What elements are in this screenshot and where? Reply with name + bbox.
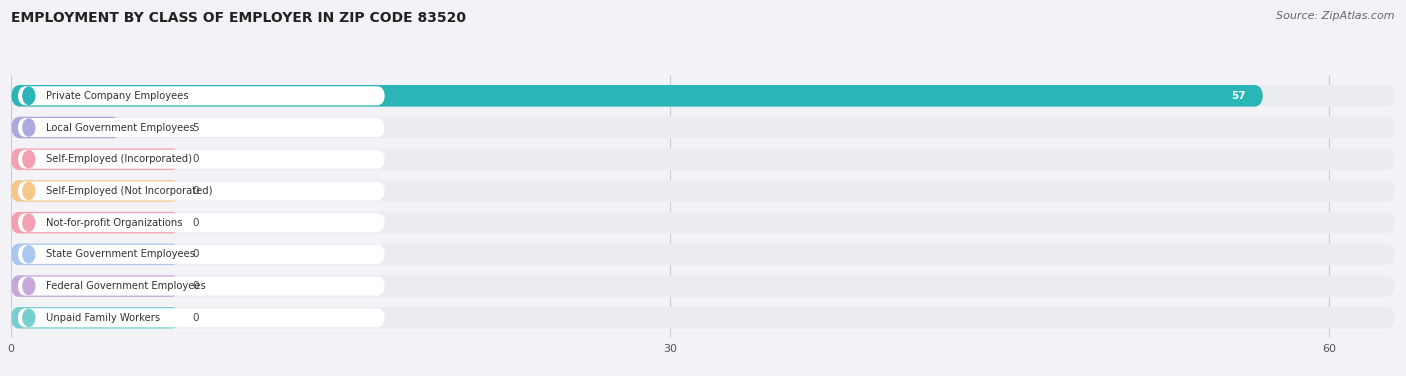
FancyBboxPatch shape [11, 307, 180, 329]
Circle shape [22, 246, 35, 263]
FancyBboxPatch shape [11, 117, 121, 138]
FancyBboxPatch shape [18, 277, 385, 296]
FancyBboxPatch shape [11, 180, 1395, 202]
FancyBboxPatch shape [18, 182, 385, 200]
Text: State Government Employees: State Government Employees [46, 249, 194, 259]
FancyBboxPatch shape [18, 86, 385, 105]
FancyBboxPatch shape [18, 213, 385, 232]
Circle shape [22, 277, 35, 295]
Circle shape [22, 309, 35, 326]
Text: 57: 57 [1230, 91, 1246, 101]
FancyBboxPatch shape [11, 275, 180, 297]
Text: Self-Employed (Incorporated): Self-Employed (Incorporated) [46, 154, 191, 164]
Text: 0: 0 [193, 249, 200, 259]
Text: 5: 5 [193, 123, 200, 132]
FancyBboxPatch shape [18, 150, 385, 169]
FancyBboxPatch shape [11, 85, 1395, 106]
FancyBboxPatch shape [18, 118, 385, 137]
Circle shape [22, 151, 35, 168]
Text: Source: ZipAtlas.com: Source: ZipAtlas.com [1277, 11, 1395, 21]
FancyBboxPatch shape [11, 307, 1395, 329]
Text: 0: 0 [193, 186, 200, 196]
FancyBboxPatch shape [11, 180, 180, 202]
FancyBboxPatch shape [11, 244, 180, 265]
FancyBboxPatch shape [18, 245, 385, 264]
FancyBboxPatch shape [11, 275, 1395, 297]
FancyBboxPatch shape [11, 244, 1395, 265]
Circle shape [22, 214, 35, 231]
FancyBboxPatch shape [11, 149, 1395, 170]
Text: Local Government Employees: Local Government Employees [46, 123, 194, 132]
FancyBboxPatch shape [11, 117, 1395, 138]
Text: 0: 0 [193, 313, 200, 323]
FancyBboxPatch shape [11, 85, 1263, 106]
FancyBboxPatch shape [11, 212, 1395, 233]
Text: 0: 0 [193, 218, 200, 227]
FancyBboxPatch shape [18, 308, 385, 327]
Text: Federal Government Employees: Federal Government Employees [46, 281, 205, 291]
Text: 0: 0 [193, 154, 200, 164]
Circle shape [22, 119, 35, 136]
Text: EMPLOYMENT BY CLASS OF EMPLOYER IN ZIP CODE 83520: EMPLOYMENT BY CLASS OF EMPLOYER IN ZIP C… [11, 11, 467, 25]
FancyBboxPatch shape [11, 212, 180, 233]
Text: 0: 0 [193, 281, 200, 291]
Text: Private Company Employees: Private Company Employees [46, 91, 188, 101]
Text: Unpaid Family Workers: Unpaid Family Workers [46, 313, 160, 323]
Circle shape [22, 182, 35, 200]
Text: Not-for-profit Organizations: Not-for-profit Organizations [46, 218, 183, 227]
Circle shape [22, 87, 35, 105]
FancyBboxPatch shape [11, 149, 180, 170]
Text: Self-Employed (Not Incorporated): Self-Employed (Not Incorporated) [46, 186, 212, 196]
